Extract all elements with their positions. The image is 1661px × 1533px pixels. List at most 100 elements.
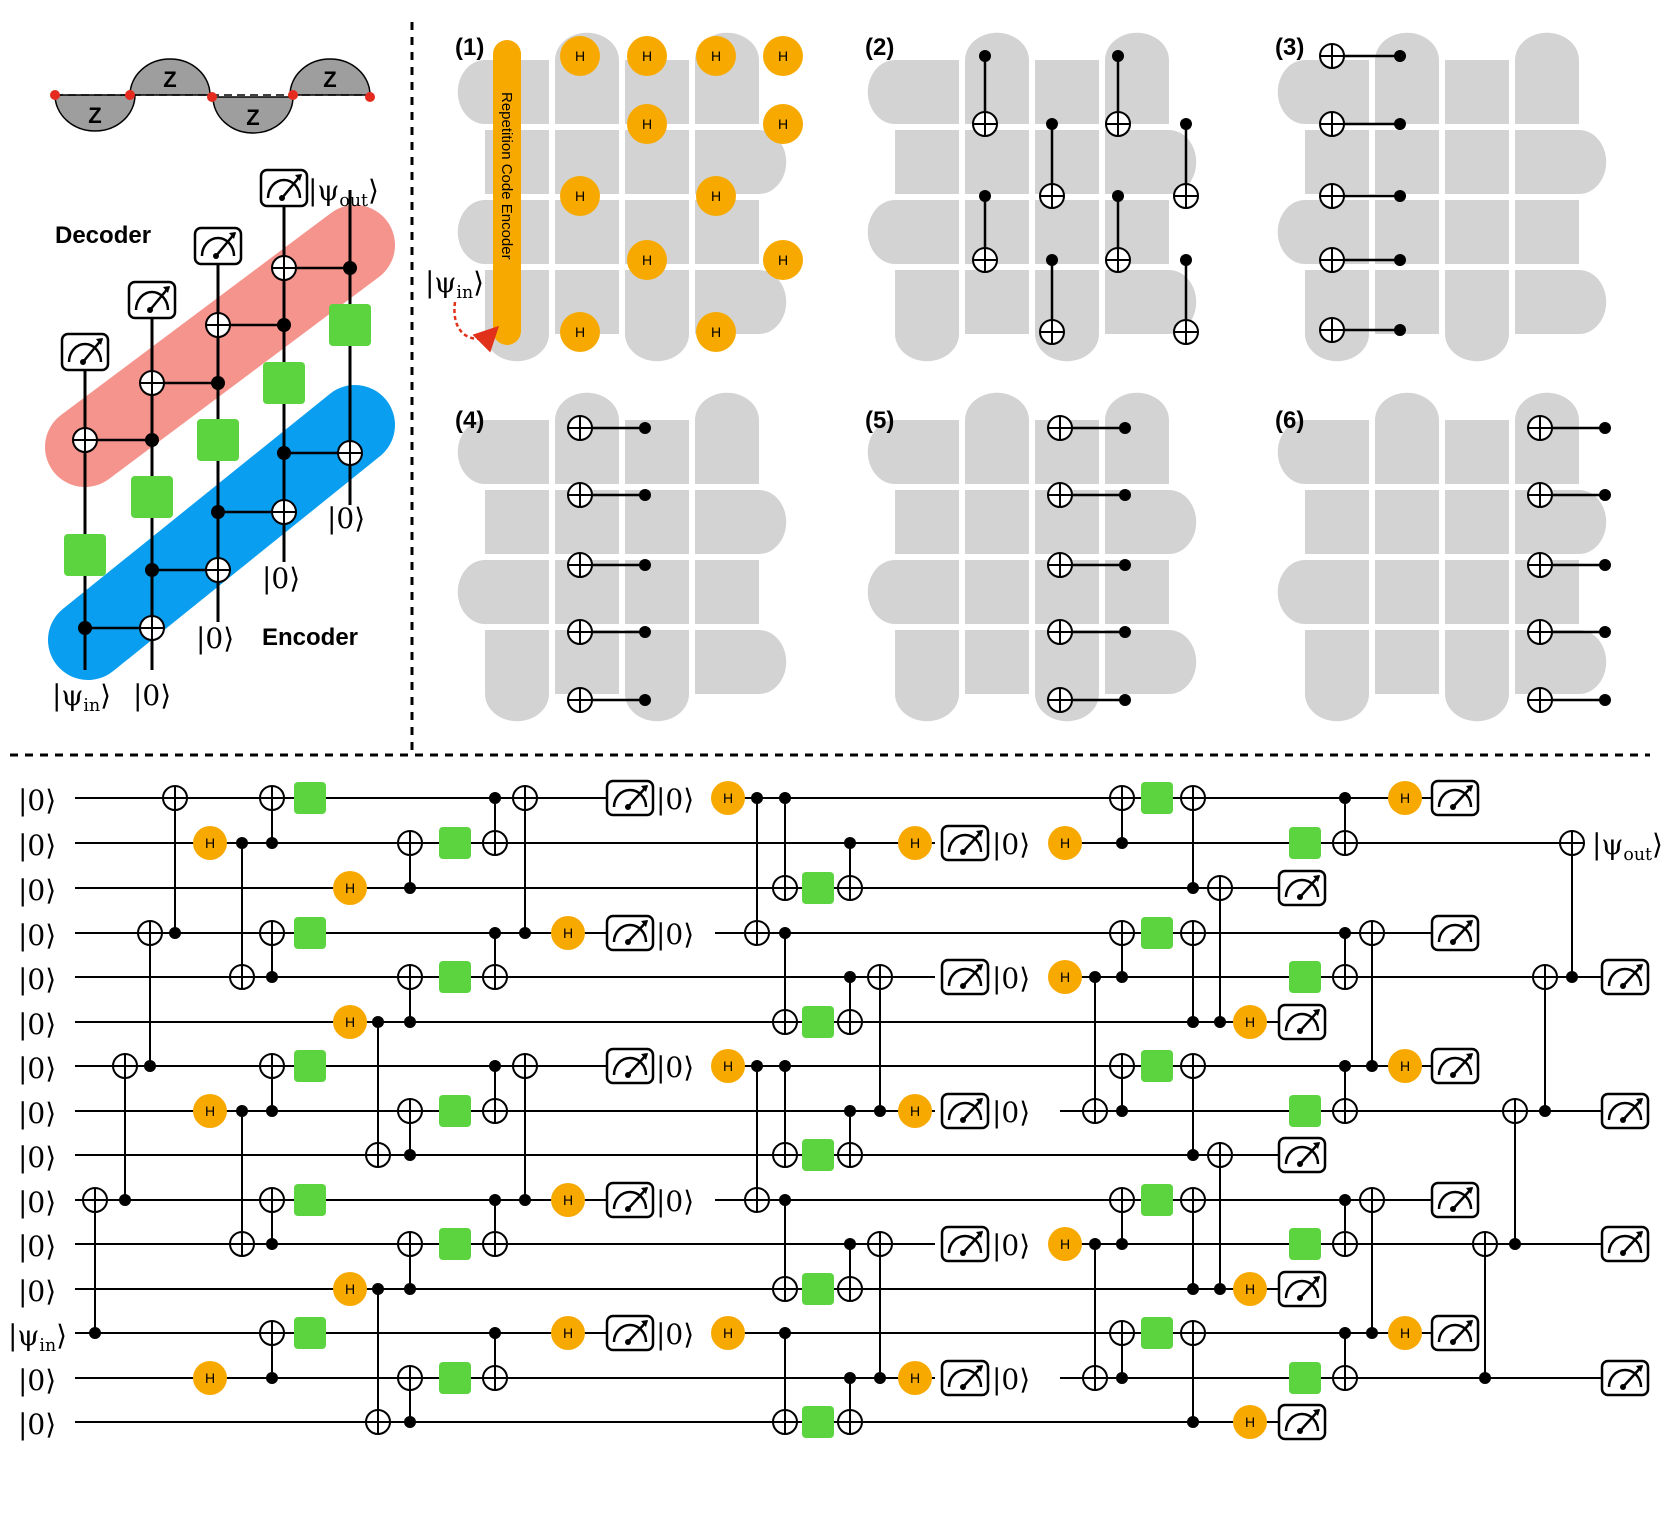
control-dot: [1479, 1372, 1491, 1384]
cnot-target: [259, 785, 285, 811]
hadamard-gate: H: [560, 176, 600, 216]
hadamard-gate: H: [711, 781, 745, 815]
cnot-target: [139, 370, 165, 396]
patch-cell: [1305, 560, 1369, 624]
bottom-zero-ket: |0⟩: [18, 829, 56, 862]
repetition-encoder-bar: [493, 40, 521, 345]
patch-cell: [1445, 200, 1509, 264]
cnot-target: [482, 1098, 508, 1124]
control-dot: [1089, 971, 1101, 983]
patch-cell: [895, 270, 959, 334]
patch-cell: [965, 270, 1029, 334]
patch-cell: [1515, 200, 1579, 264]
cnot-target: [1047, 619, 1073, 645]
hadamard-label: H: [1400, 1058, 1410, 1074]
patch-cell: [1375, 630, 1439, 694]
psi-out-ket: |ψout⟩: [308, 174, 379, 211]
cnot-target: [744, 1187, 770, 1213]
cnot-target: [397, 830, 423, 856]
patch-cell: [1375, 490, 1439, 554]
patch-cell: [895, 200, 959, 264]
cnot-target: [1527, 415, 1553, 441]
hadamard-label: H: [205, 1370, 215, 1386]
cnot-target: [259, 1187, 285, 1213]
cnot-target: [137, 920, 163, 946]
green-gate: [1289, 1095, 1321, 1127]
measurement-icon: [605, 1047, 655, 1085]
hadamard-label: H: [205, 835, 215, 851]
cnot-target: [205, 557, 231, 583]
control-dot: [1214, 1016, 1226, 1028]
control-dot: [979, 190, 991, 202]
patch-cell: [1035, 60, 1099, 124]
control-dot: [1046, 118, 1058, 130]
control-dot: [1119, 489, 1131, 501]
hadamard-gate: H: [696, 312, 736, 352]
cnot-target: [397, 1098, 423, 1124]
hadamard-label: H: [642, 252, 652, 268]
bottom-zero-ket: |0⟩: [656, 918, 694, 951]
green-gate: [294, 1317, 326, 1349]
control-dot: [779, 927, 791, 939]
hadamard-gate: H: [1233, 1405, 1267, 1439]
hadamard-label: H: [575, 324, 585, 340]
hadamard-gate: H: [1048, 826, 1082, 860]
green-gate: [131, 476, 173, 518]
patch-cell: [895, 560, 959, 624]
control-dot: [1509, 1238, 1521, 1250]
boundary-halfcircle: [555, 392, 619, 420]
boundary-halfcircle: [895, 334, 959, 362]
cnot-target: [1109, 785, 1135, 811]
control-dot: [1187, 1016, 1199, 1028]
hadamard-gate: H: [551, 1316, 585, 1350]
cnot-target: [1047, 552, 1073, 578]
control-dot: [266, 837, 278, 849]
cnot-target: [1173, 183, 1199, 209]
control-dot: [1187, 1416, 1199, 1428]
hadamard-label: H: [910, 835, 920, 851]
boundary-halfcircle: [1305, 694, 1369, 722]
control-dot: [1116, 1372, 1128, 1384]
green-gate: [1141, 917, 1173, 949]
cnot-target: [972, 247, 998, 273]
hadamard-label: H: [205, 1103, 215, 1119]
control-dot: [519, 1194, 531, 1206]
cnot-target: [837, 1142, 863, 1168]
measurement-icon: [1430, 1181, 1480, 1219]
hadamard-label: H: [642, 116, 652, 132]
qubit-dot: [365, 92, 375, 102]
measurement-icon: [1277, 1003, 1327, 1041]
hadamard-gate: H: [711, 1316, 745, 1350]
control-dot: [1339, 792, 1351, 804]
control-dot: [844, 1238, 856, 1250]
hadamard-label: H: [1060, 835, 1070, 851]
control-dot: [211, 376, 225, 390]
control-dot: [236, 837, 248, 849]
patch-cell: [895, 130, 959, 194]
control-dot: [779, 1060, 791, 1072]
control-dot: [169, 927, 181, 939]
decoder-band: [45, 205, 395, 487]
bottom-zero-ket: |0⟩: [18, 1097, 56, 1130]
hadamard-label: H: [563, 925, 573, 941]
hadamard-label: H: [1060, 1236, 1070, 1252]
control-dot: [1089, 1238, 1101, 1250]
control-dot: [751, 792, 763, 804]
hadamard-gate: H: [898, 826, 932, 860]
cnot-target: [567, 552, 593, 578]
control-dot: [844, 971, 856, 983]
control-dot: [145, 433, 159, 447]
control-dot: [751, 1060, 763, 1072]
control-dot: [1119, 626, 1131, 638]
cnot-target: [365, 1142, 391, 1168]
hadamard-label: H: [563, 1192, 573, 1208]
boundary-halfcircle: [457, 200, 485, 264]
bottom-zero-ket: |0⟩: [656, 783, 694, 816]
bottom-zero-ket: |0⟩: [18, 1186, 56, 1219]
bottom-zero-ket: |0⟩: [18, 919, 56, 952]
measurement-icon: [1430, 779, 1480, 817]
step-label-4: (4): [455, 407, 484, 434]
control-dot: [277, 446, 291, 460]
cnot-target: [1082, 1365, 1108, 1391]
patch-cell: [485, 420, 549, 484]
